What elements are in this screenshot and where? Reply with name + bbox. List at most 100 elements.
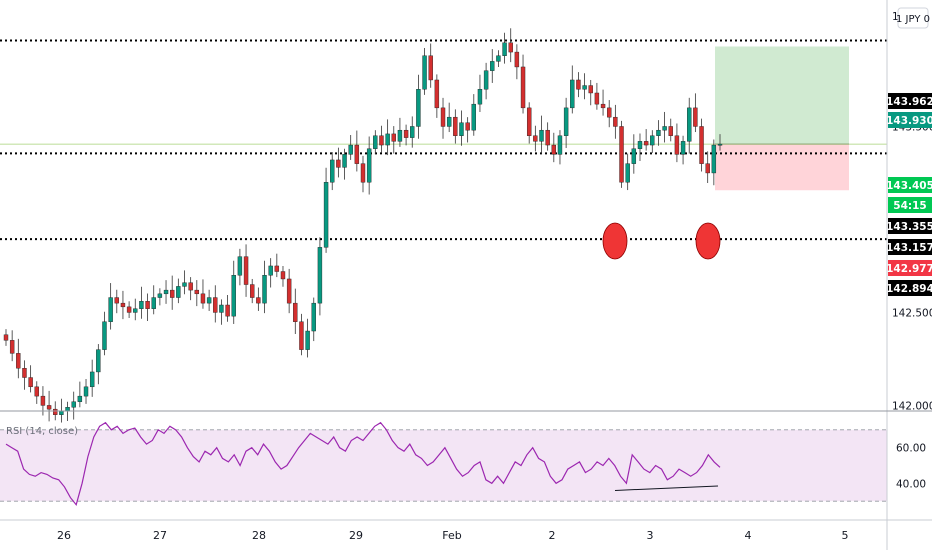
candle-body[interactable] xyxy=(434,79,440,109)
candle-body[interactable] xyxy=(53,408,58,415)
price-tag[interactable]: 143.405 xyxy=(886,177,932,193)
candle-body[interactable] xyxy=(557,135,563,155)
candle-body[interactable] xyxy=(508,42,513,53)
candle-body[interactable] xyxy=(9,340,15,354)
candle-body[interactable] xyxy=(250,284,255,298)
candle-body[interactable] xyxy=(391,133,396,142)
long-target-zone[interactable] xyxy=(715,46,849,145)
divergence-low-marker[interactable] xyxy=(602,222,628,260)
candle-body[interactable] xyxy=(323,182,329,248)
divergence-low-marker[interactable] xyxy=(695,222,721,260)
price-tag[interactable]: 54:15 xyxy=(888,197,932,213)
candle-body[interactable] xyxy=(366,148,372,183)
candle-body[interactable] xyxy=(563,107,569,136)
candle-body[interactable] xyxy=(471,103,476,131)
candle-body[interactable] xyxy=(416,89,421,127)
candle-body[interactable] xyxy=(594,92,600,105)
candle-body[interactable] xyxy=(151,297,156,309)
candle-body[interactable] xyxy=(428,55,433,81)
candle-body[interactable] xyxy=(526,107,532,136)
candle-body[interactable] xyxy=(102,321,107,350)
candle-body[interactable] xyxy=(496,55,501,62)
candle-body[interactable] xyxy=(440,107,446,127)
candle-body[interactable] xyxy=(551,144,557,155)
candle-body[interactable] xyxy=(219,304,224,313)
candle-body[interactable] xyxy=(717,143,723,146)
candle-body[interactable] xyxy=(373,135,378,149)
candle-body[interactable] xyxy=(354,144,360,164)
candle-body[interactable] xyxy=(40,395,46,406)
candle-body[interactable] xyxy=(299,321,304,350)
candle-body[interactable] xyxy=(533,135,538,142)
candle-body[interactable] xyxy=(157,293,163,298)
candle-body[interactable] xyxy=(194,289,200,295)
candle-body[interactable] xyxy=(705,163,710,174)
candle-body[interactable] xyxy=(342,154,347,168)
candle-body[interactable] xyxy=(237,256,243,276)
candle-body[interactable] xyxy=(65,407,70,412)
candle-body[interactable] xyxy=(465,122,470,131)
candle-body[interactable] xyxy=(34,386,39,397)
candle-body[interactable] xyxy=(656,129,661,136)
candle-body[interactable] xyxy=(225,304,230,317)
candle-body[interactable] xyxy=(385,133,390,146)
candle-body[interactable] xyxy=(588,85,593,94)
rsi-line[interactable] xyxy=(5,421,721,506)
long-stop-zone[interactable] xyxy=(715,144,849,191)
candle-body[interactable] xyxy=(687,107,692,142)
price-tag[interactable]: 142.977 xyxy=(886,260,932,276)
candle-body[interactable] xyxy=(403,129,409,138)
price-pane[interactable] xyxy=(0,28,887,423)
rsi-divergence-trendline[interactable] xyxy=(614,485,719,491)
price-tag[interactable]: 143.355 xyxy=(886,218,932,234)
candle-body[interactable] xyxy=(619,126,624,183)
candle-body[interactable] xyxy=(613,116,618,127)
candle-body[interactable] xyxy=(262,275,267,304)
candle-body[interactable] xyxy=(693,107,698,127)
candle-body[interactable] xyxy=(662,126,667,131)
candle-body[interactable] xyxy=(243,256,249,285)
candle-body[interactable] xyxy=(570,79,575,109)
candle-body[interactable] xyxy=(200,293,206,304)
candle-body[interactable] xyxy=(3,334,9,341)
candle-body[interactable] xyxy=(317,247,323,304)
candle-body[interactable] xyxy=(280,271,286,280)
rsi-label[interactable]: RSI (14, close) xyxy=(6,426,78,437)
candle-body[interactable] xyxy=(625,163,630,183)
candle-body[interactable] xyxy=(293,302,298,322)
candle-body[interactable] xyxy=(459,122,464,136)
candle-body[interactable] xyxy=(188,282,193,291)
candle-body[interactable] xyxy=(89,371,95,388)
candle-body[interactable] xyxy=(650,135,655,146)
price-tag[interactable]: 143.930 xyxy=(886,112,932,128)
candle-body[interactable] xyxy=(213,297,218,313)
candle-body[interactable] xyxy=(114,297,119,304)
candle-body[interactable] xyxy=(274,265,280,272)
candle-body[interactable] xyxy=(145,301,150,309)
candle-body[interactable] xyxy=(539,129,544,142)
price-axis[interactable]: 143.500142.500142.0001143.962143.930143.… xyxy=(886,11,932,490)
candle-body[interactable] xyxy=(336,159,341,168)
candle-body[interactable] xyxy=(490,61,495,71)
candle-body[interactable] xyxy=(22,368,27,378)
candle-body[interactable] xyxy=(133,308,138,313)
price-tag[interactable]: 142.894 xyxy=(886,280,932,296)
candle-body[interactable] xyxy=(231,275,236,317)
candle-body[interactable] xyxy=(311,302,316,332)
time-axis[interactable]: 26 27 28 29 Feb 2 3 4 5 xyxy=(57,529,849,542)
candle-body[interactable] xyxy=(545,129,550,146)
candle-body[interactable] xyxy=(674,135,680,155)
candle-body[interactable] xyxy=(379,135,384,146)
candle-body[interactable] xyxy=(397,129,403,142)
candle-body[interactable] xyxy=(163,289,169,295)
candle-body[interactable] xyxy=(126,306,132,313)
candle-body[interactable] xyxy=(108,297,113,322)
candle-body[interactable] xyxy=(711,144,717,174)
candle-body[interactable] xyxy=(330,159,335,183)
candle-body[interactable] xyxy=(206,297,212,304)
candle-body[interactable] xyxy=(16,353,21,369)
candle-body[interactable] xyxy=(139,301,144,309)
candle-body[interactable] xyxy=(28,377,33,388)
candle-body[interactable] xyxy=(268,265,273,276)
candle-body[interactable] xyxy=(77,395,83,402)
